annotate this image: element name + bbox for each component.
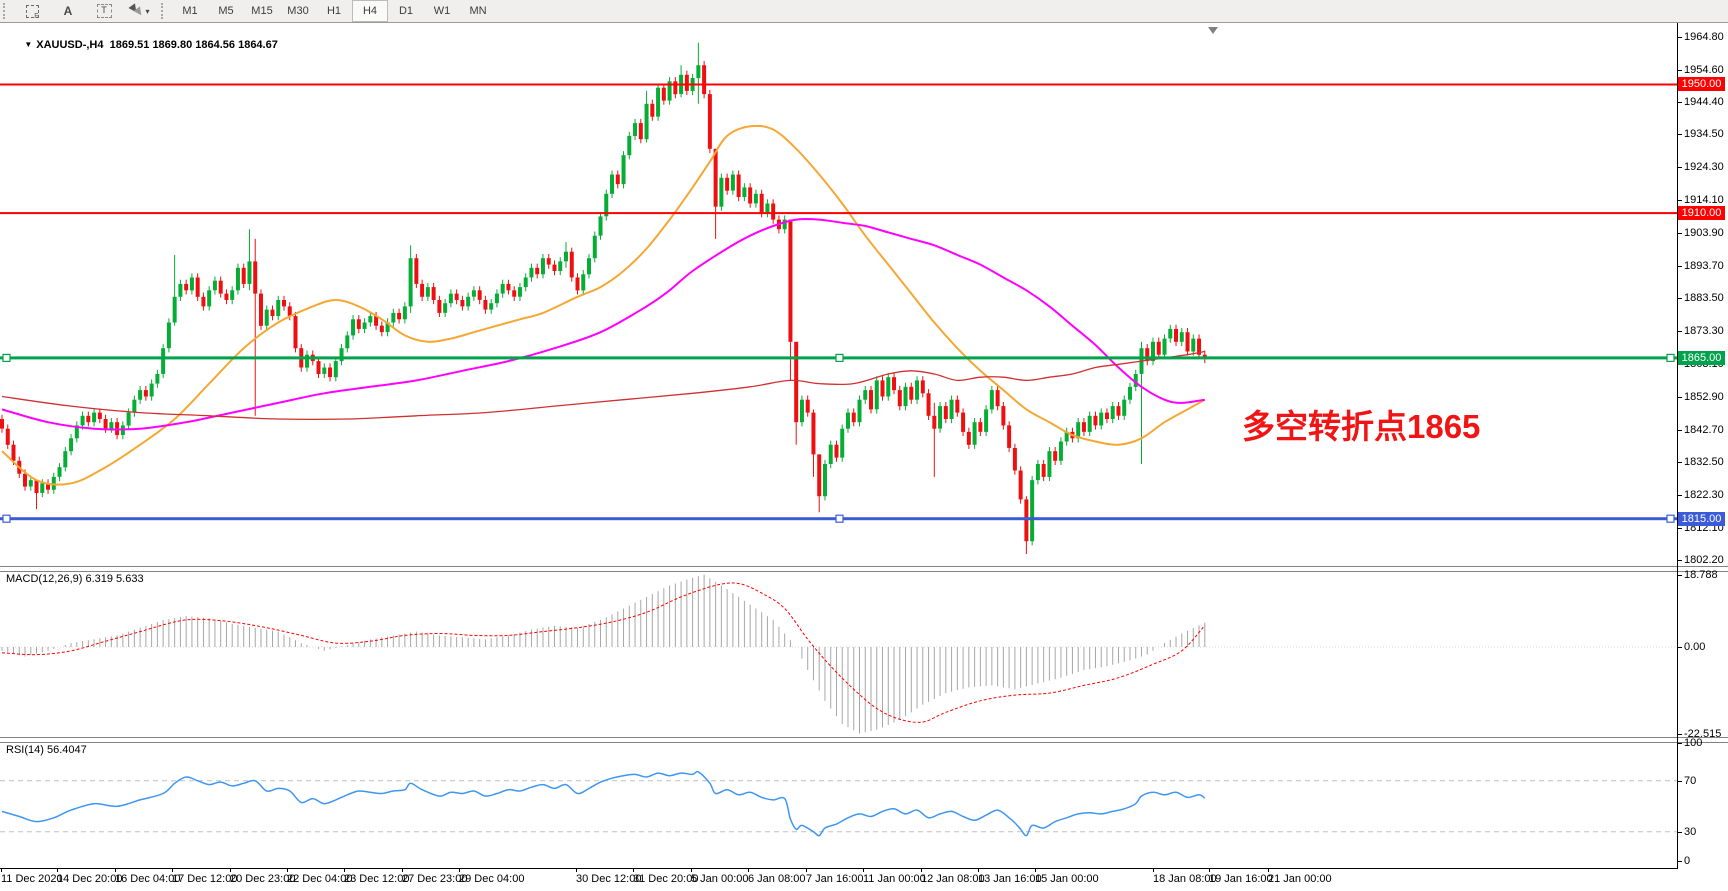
macd-axis-label: 18.788 — [1684, 569, 1718, 581]
macd-panel-separator[interactable] — [0, 566, 1728, 572]
time-axis-label: 23 Dec 12:00 — [344, 873, 410, 885]
ohlc-values: 1869.51 1869.80 1864.56 1864.67 — [109, 39, 278, 51]
time-axis-label: 18 Jan 08:00 — [1153, 873, 1217, 885]
MA-mid-magenta — [1, 217, 1205, 431]
timeframe-toolbar: M1 M5 M15 M30 H1 H4 D1 W1 MN — [172, 0, 496, 22]
symbol-ohlc-header[interactable]: ▼ XAUUSD-,H4 1869.51 1869.80 1864.56 1864… — [6, 27, 278, 63]
timeframe-button-M5[interactable]: M5 — [218, 5, 234, 17]
time-axis-label: 17 Dec 12:00 — [172, 873, 238, 885]
hline-1950.00[interactable] — [0, 83, 1677, 86]
hline-handle[interactable] — [835, 353, 844, 362]
collapse-triangle-icon[interactable]: ▼ — [24, 40, 33, 49]
time-axis-label: 19 Jan 16:00 — [1209, 873, 1273, 885]
timeframe-button-H1[interactable]: H1 — [326, 5, 342, 17]
time-axis-label: 11 Dec 2020 — [1, 873, 63, 885]
macd-axis-label: 0.00 — [1684, 641, 1706, 653]
time-axis-label: 12 Jan 08:00 — [921, 873, 985, 885]
rsi-indicator-chart[interactable] — [0, 741, 1677, 868]
price-axis-label: 1964.80 — [1684, 31, 1724, 43]
price-axis-label: 1802.20 — [1684, 554, 1724, 566]
price-axis-label: 1883.50 — [1684, 292, 1724, 304]
timeframe-button-M1[interactable]: M1 — [182, 5, 198, 17]
cursor-arrows-icon — [128, 3, 146, 18]
price-axis-border — [1677, 23, 1678, 868]
toolbar: F A T ▾ M1 M5 M15 M30 H1 H4 D1 W1 MN — [0, 0, 1728, 23]
price-axis-label: 1873.30 — [1684, 325, 1724, 337]
chevron-down-icon: ▾ — [145, 6, 150, 16]
rsi-header: RSI(14) 56.4047 — [6, 744, 87, 756]
time-axis-label: 31 Dec 20:00 — [633, 873, 699, 885]
time-axis-label: 11 Jan 00:00 — [863, 873, 926, 885]
timeframe-button-D1[interactable]: D1 — [398, 5, 414, 17]
price-axis-label: 1832.50 — [1684, 456, 1724, 468]
price-axis-label: 1852.90 — [1684, 391, 1724, 403]
price-axis-label: 1893.70 — [1684, 260, 1724, 272]
macd-indicator-chart[interactable] — [0, 570, 1677, 737]
time-axis-label: 13 Jan 16:00 — [978, 873, 1042, 885]
arrows-tool-button[interactable]: ▾ — [122, 0, 158, 22]
MA-fast-orange — [1, 124, 1206, 486]
time-axis-label: 29 Dec 04:00 — [459, 873, 525, 885]
time-axis-label: 20 Dec 23:00 — [230, 873, 296, 885]
toolbar-grip[interactable] — [3, 3, 10, 19]
macd-signal-line — [1, 582, 1206, 723]
time-axis-label: 7 Jan 16:00 — [806, 873, 864, 885]
rsi-panel-separator[interactable] — [0, 737, 1728, 743]
price-axis-label: 1903.90 — [1684, 227, 1724, 239]
text-label-tool-button[interactable]: A — [50, 0, 86, 22]
time-axis-label: 6 Jan 08:00 — [748, 873, 806, 885]
time-axis[interactable]: 11 Dec 2020 14 Dec 20:00 16 Dec 04:00 17 De… — [0, 868, 1728, 891]
chart-region: ▼ XAUUSD-,H4 1869.51 1869.80 1864.56 1864… — [0, 23, 1728, 891]
annotation-text[interactable]: 多空转折点1865 — [1242, 408, 1481, 445]
price-axis-label: 1944.40 — [1684, 96, 1724, 108]
time-axis-label: 22 Dec 04:00 — [287, 873, 353, 885]
hline-handle[interactable] — [2, 514, 11, 523]
price-axis-label: 1842.70 — [1684, 424, 1724, 436]
time-axis-label: 30 Dec 12:00 — [576, 873, 642, 885]
time-axis-label: 27 Dec 23:00 — [402, 873, 468, 885]
hline-handle[interactable] — [835, 514, 844, 523]
timeframe-button-MN[interactable]: MN — [469, 5, 487, 17]
timeframe-button-H4[interactable]: H4 — [352, 0, 388, 22]
price-axis-label: 1822.30 — [1684, 489, 1724, 501]
symbol-name: XAUUSD-,H4 — [36, 39, 104, 51]
timeframe-button-M30[interactable]: M30 — [287, 5, 309, 17]
timeframe-button-M15[interactable]: M15 — [251, 5, 273, 17]
macd-header: MACD(12,26,9) 6.319 5.633 — [6, 573, 144, 585]
timeframe-button-W1[interactable]: W1 — [433, 5, 451, 17]
price-axis-label: 1934.50 — [1684, 128, 1724, 140]
hline-1910.00[interactable] — [0, 212, 1677, 215]
time-axis-label: 5 Jan 00:00 — [691, 873, 749, 885]
selection-tool-button[interactable]: F — [14, 0, 50, 22]
main-price-chart[interactable] — [0, 24, 1677, 566]
macd-axis-label: -22.515 — [1684, 728, 1722, 740]
text-box-icon: T — [96, 4, 112, 18]
rsi-axis-label: 0 — [1684, 855, 1691, 867]
hline-handle[interactable] — [1666, 514, 1675, 523]
time-axis-label: 21 Jan 00:00 — [1268, 873, 1332, 885]
hline-handle[interactable] — [2, 353, 11, 362]
time-axis-label: 15 Jan 00:00 — [1035, 873, 1099, 885]
selection-box-icon: F — [25, 4, 39, 20]
MA-slow-darkred — [1, 350, 1205, 421]
price-axis-label: 1924.30 — [1684, 161, 1724, 173]
time-axis-label: 14 Dec 20:00 — [57, 873, 123, 885]
rsi-axis-label: 70 — [1684, 775, 1697, 787]
hline-price-label: 1815.00 — [1678, 512, 1725, 526]
price-axis-label: 1954.60 — [1684, 64, 1724, 76]
hline-handle[interactable] — [1666, 353, 1675, 362]
hline-price-label: 1950.00 — [1678, 77, 1725, 91]
text-box-tool-button[interactable]: T — [86, 0, 122, 22]
hline-price-label: 1910.00 — [1678, 206, 1725, 220]
time-axis-label: 16 Dec 04:00 — [115, 873, 181, 885]
text-label-icon: A — [63, 4, 73, 18]
rsi-axis-label: 100 — [1684, 737, 1703, 749]
chart-shift-marker-icon[interactable] — [1208, 27, 1218, 34]
hline-price-label: 1865.00 — [1678, 351, 1725, 365]
rsi-axis-label: 30 — [1684, 826, 1697, 838]
rsi-line — [1, 770, 1206, 837]
toolbar-grip[interactable] — [161, 3, 168, 19]
price-axis-label: 1914.10 — [1684, 194, 1724, 206]
